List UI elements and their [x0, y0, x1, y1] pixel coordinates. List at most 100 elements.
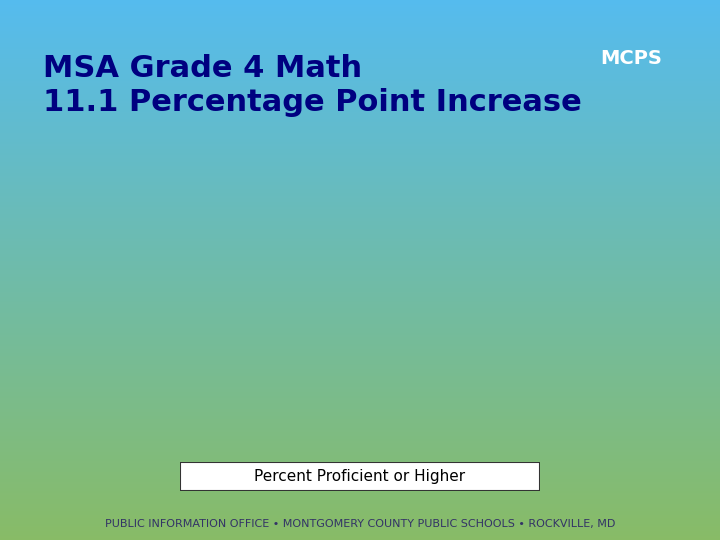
Bar: [0, 248, 720, 250]
Bar: [0, 167, 720, 169]
Bar: [0, 414, 720, 416]
Bar: [0, 245, 720, 247]
Bar: [0, 22, 720, 23]
Bar: [0, 468, 720, 470]
Bar: [0, 295, 720, 297]
Bar: [0, 490, 720, 491]
Bar: [0, 113, 720, 115]
Bar: [0, 382, 720, 383]
Bar: [0, 88, 720, 90]
Bar: [0, 72, 720, 74]
Bar: [0, 204, 720, 205]
Bar: [0, 346, 720, 347]
Bar: [0, 185, 720, 187]
Bar: [0, 59, 720, 61]
Bar: [0, 63, 720, 65]
Bar: [0, 124, 720, 126]
Bar: [0, 238, 720, 239]
Bar: [0, 263, 720, 265]
Bar: [0, 255, 720, 258]
Bar: [0, 12, 720, 15]
Bar: [0, 326, 720, 328]
Bar: [0, 131, 720, 133]
Bar: [0, 54, 720, 56]
Bar: [0, 86, 720, 88]
Bar: [0, 221, 720, 223]
Bar: [0, 277, 720, 279]
Bar: [0, 340, 720, 342]
Bar: [0, 45, 720, 47]
Bar: [0, 423, 720, 425]
Bar: [0, 209, 720, 211]
Bar: [0, 335, 720, 336]
Bar: [0, 66, 720, 69]
Text: MSA Grade 4 Math
11.1 Percentage Point Increase: MSA Grade 4 Math 11.1 Percentage Point I…: [43, 54, 582, 117]
Bar: [0, 193, 720, 194]
Bar: [0, 5, 720, 7]
Bar: [0, 405, 720, 407]
Bar: [0, 533, 720, 535]
Bar: [0, 329, 720, 331]
Bar: [0, 104, 720, 106]
Bar: [0, 302, 720, 304]
Bar: [0, 322, 720, 324]
Bar: [0, 177, 720, 178]
Bar: [0, 92, 720, 93]
Bar: [0, 301, 720, 302]
Bar: [0, 448, 720, 450]
Bar: [0, 108, 720, 110]
Bar: [0, 324, 720, 326]
Bar: [0, 520, 720, 522]
Bar: [0, 79, 720, 81]
Bar: [0, 531, 720, 533]
Bar: [0, 265, 720, 266]
Bar: [0, 390, 720, 393]
Bar: [0, 373, 720, 374]
Bar: [0, 367, 720, 369]
Bar: [0, 275, 720, 277]
Bar: [0, 356, 720, 358]
Bar: [0, 27, 720, 29]
Bar: [0, 178, 720, 180]
Bar: [604, 176, 664, 443]
Bar: [0, 342, 720, 344]
Bar: [0, 140, 720, 142]
Bar: [0, 39, 720, 42]
Bar: [0, 34, 720, 36]
Bar: [0, 529, 720, 531]
Bar: [0, 351, 720, 353]
FancyBboxPatch shape: [180, 462, 540, 491]
Bar: [0, 96, 720, 97]
Bar: [0, 450, 720, 452]
Bar: [0, 128, 720, 130]
Bar: [0, 147, 720, 150]
Bar: [0, 16, 720, 18]
Bar: [0, 85, 720, 86]
Bar: [0, 50, 720, 52]
Bar: [0, 69, 720, 70]
Bar: [0, 77, 720, 79]
Bar: [0, 173, 720, 174]
Text: 91.1%: 91.1%: [603, 184, 665, 202]
Bar: [0, 56, 720, 58]
Bar: [0, 189, 720, 191]
Bar: [0, 4, 720, 5]
Bar: [0, 250, 720, 252]
Bar: [0, 452, 720, 454]
Bar: [0, 286, 720, 288]
Bar: [0, 393, 720, 394]
Bar: [0, 288, 720, 290]
Bar: [0, 228, 720, 231]
Bar: [0, 349, 720, 351]
Bar: [0, 304, 720, 306]
Bar: [0, 363, 720, 366]
Text: MCPS: MCPS: [600, 49, 662, 68]
Bar: [0, 479, 720, 481]
Bar: [0, 223, 720, 225]
Bar: [0, 509, 720, 511]
Bar: [0, 153, 720, 155]
Bar: [0, 252, 720, 254]
Bar: [0, 137, 720, 139]
Bar: [0, 508, 720, 509]
Bar: [0, 313, 720, 315]
